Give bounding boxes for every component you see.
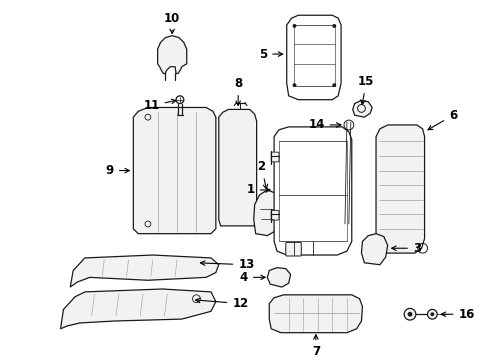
Polygon shape xyxy=(269,295,362,333)
Circle shape xyxy=(176,96,183,104)
Text: 15: 15 xyxy=(357,75,374,104)
Circle shape xyxy=(404,309,415,320)
Polygon shape xyxy=(61,289,215,329)
Polygon shape xyxy=(70,255,218,287)
Text: 13: 13 xyxy=(200,258,254,271)
Polygon shape xyxy=(133,108,215,234)
FancyBboxPatch shape xyxy=(271,210,278,220)
Polygon shape xyxy=(361,234,387,265)
Circle shape xyxy=(407,312,411,317)
FancyBboxPatch shape xyxy=(285,242,301,256)
Circle shape xyxy=(429,312,433,316)
Polygon shape xyxy=(375,125,424,253)
Text: 14: 14 xyxy=(307,118,340,131)
FancyBboxPatch shape xyxy=(271,152,278,162)
Text: 6: 6 xyxy=(427,109,456,130)
Text: 2: 2 xyxy=(257,161,267,189)
Text: 11: 11 xyxy=(143,99,176,112)
Polygon shape xyxy=(253,190,278,235)
Polygon shape xyxy=(274,127,351,255)
Polygon shape xyxy=(286,15,341,100)
Text: 16: 16 xyxy=(440,308,474,321)
Circle shape xyxy=(292,83,296,87)
Text: 1: 1 xyxy=(246,184,269,197)
Text: 4: 4 xyxy=(239,271,264,284)
Circle shape xyxy=(292,24,296,28)
Text: 3: 3 xyxy=(391,242,420,255)
Circle shape xyxy=(427,309,436,319)
Polygon shape xyxy=(218,109,256,226)
Polygon shape xyxy=(267,267,290,287)
Circle shape xyxy=(332,24,336,28)
Text: 7: 7 xyxy=(311,335,319,358)
Polygon shape xyxy=(157,36,186,73)
Text: 9: 9 xyxy=(105,164,129,177)
Text: 10: 10 xyxy=(163,12,180,33)
Polygon shape xyxy=(352,101,371,117)
Text: 12: 12 xyxy=(195,297,248,310)
Circle shape xyxy=(332,83,336,87)
Text: 5: 5 xyxy=(259,48,282,60)
Text: 8: 8 xyxy=(234,77,242,105)
